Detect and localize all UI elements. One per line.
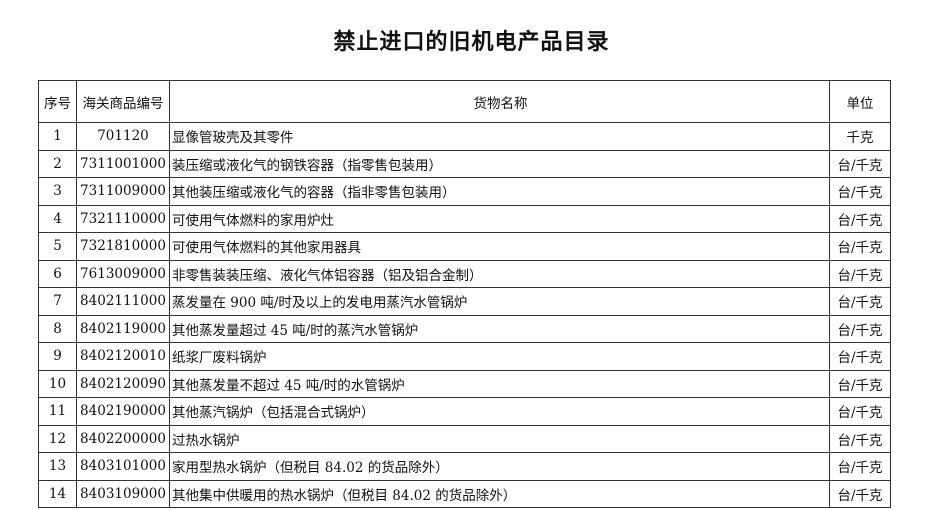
cell-name: 蒸发量在 900 吨/时及以上的发电用蒸汽水管锅炉 <box>169 287 830 316</box>
cell-unit: 台/千克 <box>829 259 891 288</box>
cell-seq: 14 <box>38 479 77 508</box>
cell-seq: 12 <box>38 424 77 453</box>
cell-unit: 台/千克 <box>829 232 891 261</box>
table-row: 14 8403109000 其他集中供暖用的热水锅炉（但税目 84.02 的货品除外… <box>38 479 891 508</box>
cell-code: 8403109000 <box>76 479 170 508</box>
cell-code: 7321810000 <box>76 232 170 261</box>
table-row: 3 7311009000 其他装压缩或液化气的容器（指非零售包装用） 台/千克 <box>38 177 891 206</box>
cell-name: 非零售装装压缩、液化气体铝容器（铝及铝合金制） <box>169 259 830 288</box>
cell-code: 8402120010 <box>76 342 170 371</box>
cell-name: 可使用气体燃料的家用炉灶 <box>169 204 830 233</box>
cell-name: 其他蒸发量不超过 45 吨/时的水管锅炉 <box>169 369 830 398</box>
table-row: 7 8402111000 蒸发量在 900 吨/时及以上的发电用蒸汽水管锅炉 台/千克 <box>38 287 891 316</box>
cell-name: 可使用气体燃料的其他家用器具 <box>169 232 830 261</box>
cell-seq: 10 <box>38 369 77 398</box>
cell-seq: 7 <box>38 287 77 316</box>
table-row: 8 8402119000 其他蒸发量超过 45 吨/时的蒸汽水管锅炉 台/千克 <box>38 314 891 343</box>
cell-name: 装压缩或液化气的钢铁容器（指零售包装用） <box>169 149 830 178</box>
cell-unit: 台/千克 <box>829 204 891 233</box>
table-row: 10 8402120090 其他蒸发量不超过 45 吨/时的水管锅炉 台/千克 <box>38 369 891 398</box>
table-row: 2 7311001000 装压缩或液化气的钢铁容器（指零售包装用） 台/千克 <box>38 149 891 178</box>
cell-name: 其他蒸汽锅炉（包括混合式锅炉） <box>169 397 830 426</box>
cell-code: 8402111000 <box>76 287 170 316</box>
cell-seq: 13 <box>38 452 77 481</box>
cell-seq: 3 <box>38 177 77 206</box>
product-table: 序号 海关商品编号 货物名称 单位 1 701120 显像管玻壳及其零件 千克 2 731… <box>38 80 891 508</box>
cell-unit: 台/千克 <box>829 177 891 206</box>
cell-code: 8402120090 <box>76 369 170 398</box>
cell-seq: 11 <box>38 397 77 426</box>
cell-seq: 5 <box>38 232 77 261</box>
cell-code: 7311001000 <box>76 149 170 178</box>
table-row: 9 8402120010 纸浆厂废料锅炉 台/千克 <box>38 342 891 371</box>
cell-code: 8402119000 <box>76 314 170 343</box>
table-row: 12 8402200000 过热水锅炉 台/千克 <box>38 424 891 453</box>
cell-unit: 台/千克 <box>829 397 891 426</box>
table-row: 4 7321110000 可使用气体燃料的家用炉灶 台/千克 <box>38 204 891 233</box>
cell-name: 家用型热水锅炉（但税目 84.02 的货品除外） <box>169 452 830 481</box>
cell-name: 显像管玻壳及其零件 <box>169 122 830 151</box>
cell-seq: 9 <box>38 342 77 371</box>
cell-unit: 台/千克 <box>829 369 891 398</box>
cell-seq: 1 <box>38 122 77 151</box>
cell-seq: 4 <box>38 204 77 233</box>
table-header-row: 序号 海关商品编号 货物名称 单位 <box>38 80 891 123</box>
cell-unit: 台/千克 <box>829 314 891 343</box>
cell-seq: 8 <box>38 314 77 343</box>
cell-unit: 台/千克 <box>829 149 891 178</box>
cell-name: 其他蒸发量超过 45 吨/时的蒸汽水管锅炉 <box>169 314 830 343</box>
cell-unit: 台/千克 <box>829 287 891 316</box>
header-name: 货物名称 <box>169 80 830 123</box>
header-seq: 序号 <box>38 80 77 123</box>
cell-name: 其他装压缩或液化气的容器（指非零售包装用） <box>169 177 830 206</box>
cell-unit: 台/千克 <box>829 452 891 481</box>
header-unit: 单位 <box>829 80 891 123</box>
table-row: 13 8403101000 家用型热水锅炉（但税目 84.02 的货品除外） 台/千克 <box>38 452 891 481</box>
cell-code: 8403101000 <box>76 452 170 481</box>
table-row: 11 8402190000 其他蒸汽锅炉（包括混合式锅炉） 台/千克 <box>38 397 891 426</box>
document-title: 禁止进口的旧机电产品目录 <box>333 30 610 55</box>
cell-unit: 台/千克 <box>829 342 891 371</box>
header-code: 海关商品编号 <box>76 80 170 123</box>
cell-unit: 台/千克 <box>829 424 891 453</box>
cell-name: 其他集中供暖用的热水锅炉（但税目 84.02 的货品除外） <box>169 479 830 508</box>
cell-code: 8402190000 <box>76 397 170 426</box>
table-row: 1 701120 显像管玻壳及其零件 千克 <box>38 122 891 151</box>
cell-unit: 台/千克 <box>829 479 891 508</box>
cell-code: 7613009000 <box>76 259 170 288</box>
cell-code: 8402200000 <box>76 424 170 453</box>
cell-name: 纸浆厂废料锅炉 <box>169 342 830 371</box>
cell-code: 7321110000 <box>76 204 170 233</box>
cell-seq: 6 <box>38 259 77 288</box>
cell-unit: 千克 <box>829 122 891 151</box>
cell-name: 过热水锅炉 <box>169 424 830 453</box>
table-row: 5 7321810000 可使用气体燃料的其他家用器具 台/千克 <box>38 232 891 261</box>
cell-code: 701120 <box>76 122 170 151</box>
table-row: 6 7613009000 非零售装装压缩、液化气体铝容器（铝及铝合金制） 台/千克 <box>38 259 891 288</box>
cell-code: 7311009000 <box>76 177 170 206</box>
cell-seq: 2 <box>38 149 77 178</box>
